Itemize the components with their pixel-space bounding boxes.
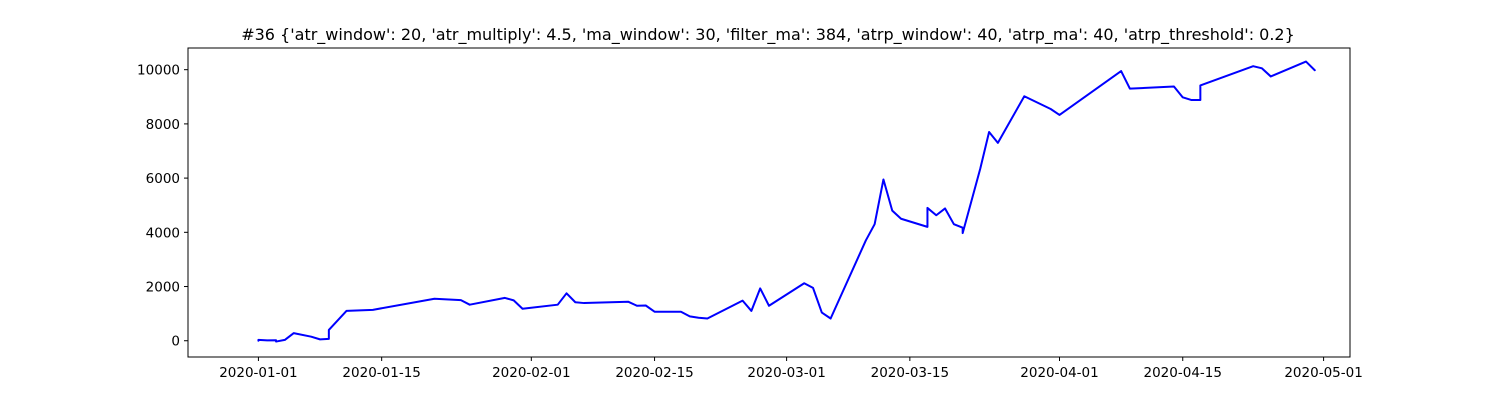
x-tick-label: 2020-04-15 (1144, 365, 1222, 381)
y-tick-label: 0 (171, 334, 180, 350)
x-tick-label: 2020-05-01 (1284, 365, 1362, 381)
plot-area-frame (187, 47, 1351, 358)
y-tick-label: 4000 (146, 225, 180, 241)
y-tick-label: 8000 (146, 117, 180, 133)
x-tick-label: 2020-02-01 (492, 365, 570, 381)
x-tick-label: 2020-02-15 (615, 365, 693, 381)
chart-title: #36 {'atr_window': 20, 'atr_multiply': 4… (241, 25, 1295, 45)
y-tick-label: 2000 (146, 280, 180, 296)
x-tick-label: 2020-01-15 (342, 365, 420, 381)
y-tick-label: 6000 (146, 171, 180, 187)
y-tick-label: 10000 (137, 63, 180, 79)
x-tick-label: 2020-04-01 (1020, 365, 1098, 381)
x-tick-label: 2020-03-15 (871, 365, 949, 381)
x-tick-label: 2020-03-01 (747, 365, 825, 381)
x-tick-label: 2020-01-01 (219, 365, 297, 381)
y-axis: 0 2000 4000 6000 8000 10000 (137, 63, 188, 350)
x-axis: 2020-01-01 2020-01-15 2020-02-01 2020-02-15… (219, 357, 1363, 381)
series-line (257, 60, 1316, 343)
